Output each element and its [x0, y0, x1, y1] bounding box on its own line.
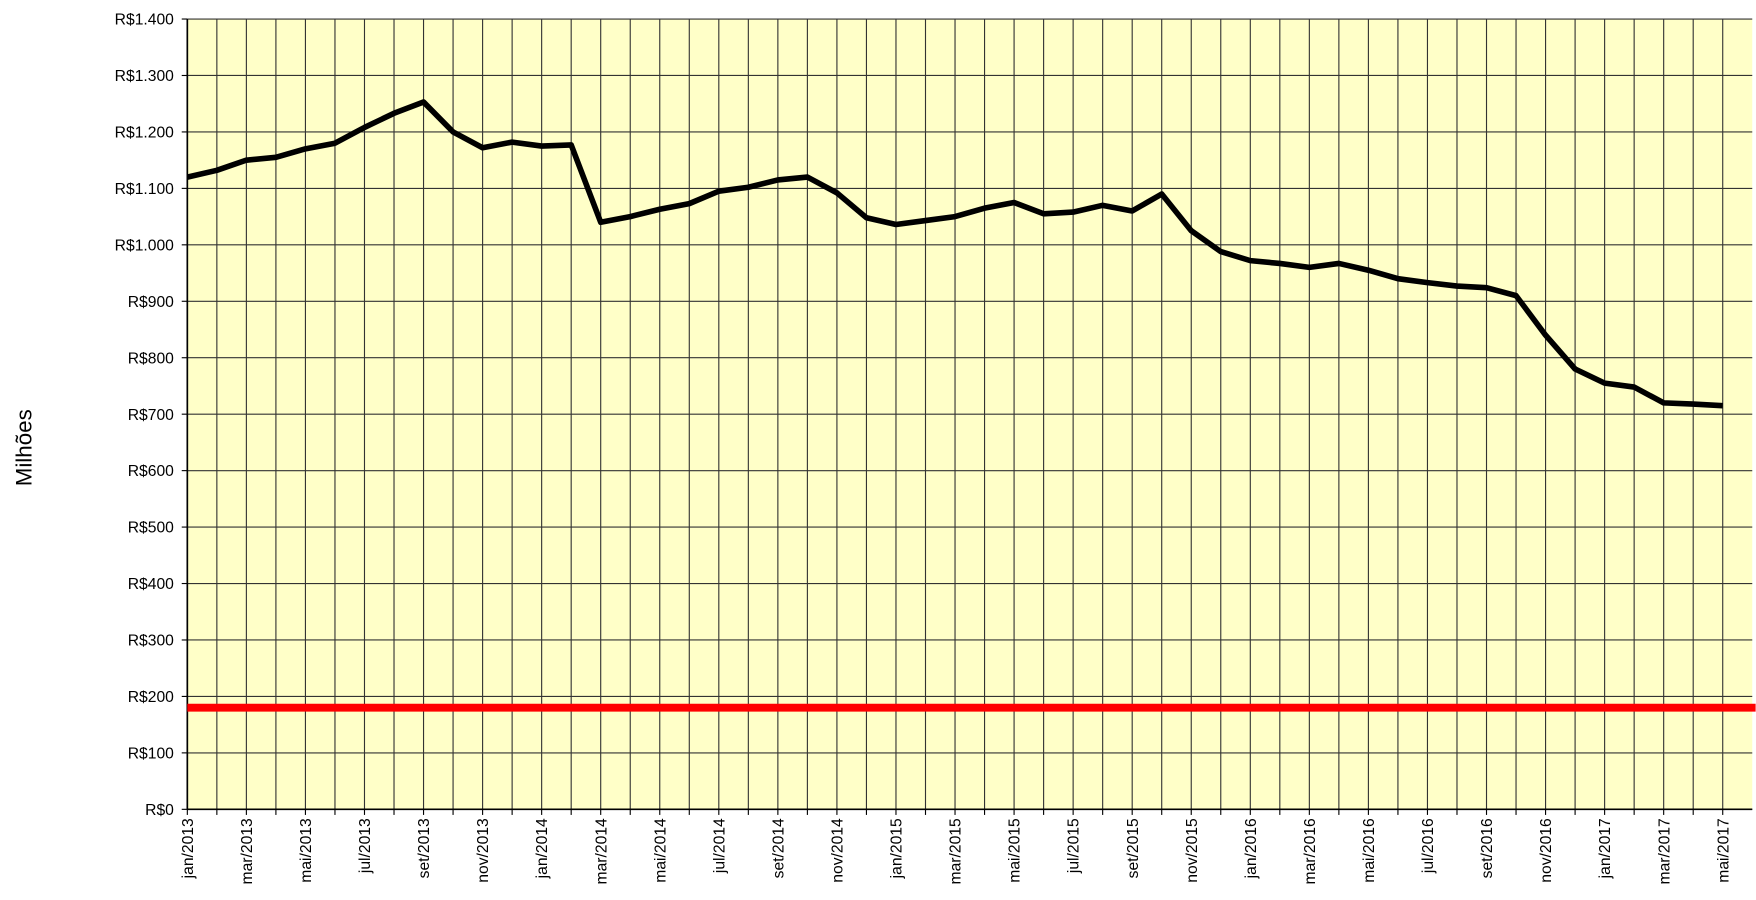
x-tick-label: set/2014 — [770, 818, 787, 878]
x-tick-label: nov/2015 — [1184, 818, 1201, 883]
x-tick-label: jan/2015 — [889, 818, 906, 879]
y-tick-label: R$500 — [128, 520, 174, 537]
y-tick-label: R$700 — [128, 407, 174, 424]
y-tick-label: R$400 — [128, 576, 174, 593]
y-tick-label: R$800 — [128, 350, 174, 367]
x-tick-label: nov/2014 — [830, 818, 847, 883]
x-tick-label: jul/2014 — [711, 818, 728, 874]
x-tick-label: mai/2017 — [1715, 818, 1732, 882]
y-tick-label: R$0 — [145, 802, 174, 819]
x-tick-label: set/2015 — [1125, 818, 1142, 878]
y-tick-label: R$900 — [128, 294, 174, 311]
x-tick-label: mar/2017 — [1656, 818, 1673, 884]
x-tick-label: set/2016 — [1479, 818, 1496, 878]
x-tick-label: jan/2017 — [1597, 818, 1614, 879]
x-tick-label: nov/2013 — [475, 818, 492, 883]
x-tick-label: set/2013 — [416, 818, 433, 878]
y-tick-label: R$1.200 — [115, 125, 174, 142]
x-tick-label: mai/2015 — [1007, 818, 1024, 883]
y-tick-label: R$1.300 — [115, 68, 174, 85]
x-tick-label: jul/2015 — [1066, 818, 1083, 874]
y-tick-label: R$200 — [128, 689, 174, 706]
x-tick-label: mai/2013 — [298, 818, 315, 883]
x-tick-label: mar/2016 — [1302, 818, 1319, 884]
x-tick-label: mai/2014 — [652, 818, 669, 883]
x-tick-label: nov/2016 — [1538, 818, 1555, 883]
x-tick-label: jan/2013 — [180, 818, 197, 879]
y-tick-label: R$1.100 — [115, 181, 174, 198]
x-tick-label: jan/2016 — [1243, 818, 1260, 879]
x-tick-label: mar/2015 — [948, 818, 965, 884]
y-tick-label: R$300 — [128, 633, 174, 650]
y-axis-label: Milhões — [12, 409, 37, 486]
x-tick-label: jan/2014 — [534, 818, 551, 879]
x-tick-label: mar/2013 — [239, 818, 256, 884]
y-tick-label: R$100 — [128, 745, 174, 762]
y-tick-label: R$600 — [128, 463, 174, 480]
data-line — [186, 99, 1723, 409]
x-tick-label: mar/2014 — [593, 818, 610, 884]
x-tick-label: mai/2016 — [1361, 818, 1378, 883]
x-tick-label: jul/2013 — [357, 818, 374, 874]
x-tick-label: jul/2016 — [1420, 818, 1437, 874]
y-tick-label: R$1.400 — [115, 12, 174, 29]
y-tick-label: R$1.000 — [115, 237, 174, 254]
